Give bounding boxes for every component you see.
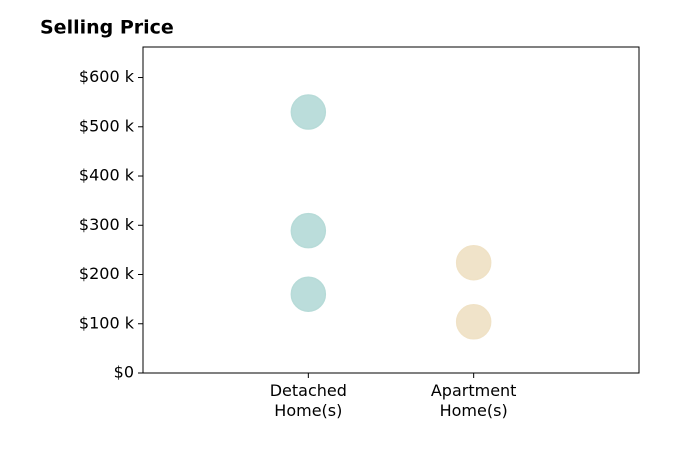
x-tick-label: Apartment Home(s) [430, 381, 517, 420]
point [455, 244, 492, 281]
chart-title: Selling Price [40, 17, 174, 39]
point [455, 304, 492, 340]
y-tick-label: $100 k [79, 313, 135, 332]
y-tick-label: $300 k [79, 215, 135, 234]
point [290, 212, 327, 249]
y-tick-label: $400 k [79, 166, 135, 185]
point [290, 94, 327, 130]
x-tick-label: Detached Home(s) [269, 381, 347, 420]
y-tick-label: $200 k [79, 264, 135, 283]
plot-frame [142, 46, 640, 374]
y-tick-label: $600 k [79, 67, 135, 86]
point [290, 276, 327, 312]
y-tick-label: $500 k [79, 116, 135, 135]
y-tick-label: $0 [114, 363, 134, 382]
